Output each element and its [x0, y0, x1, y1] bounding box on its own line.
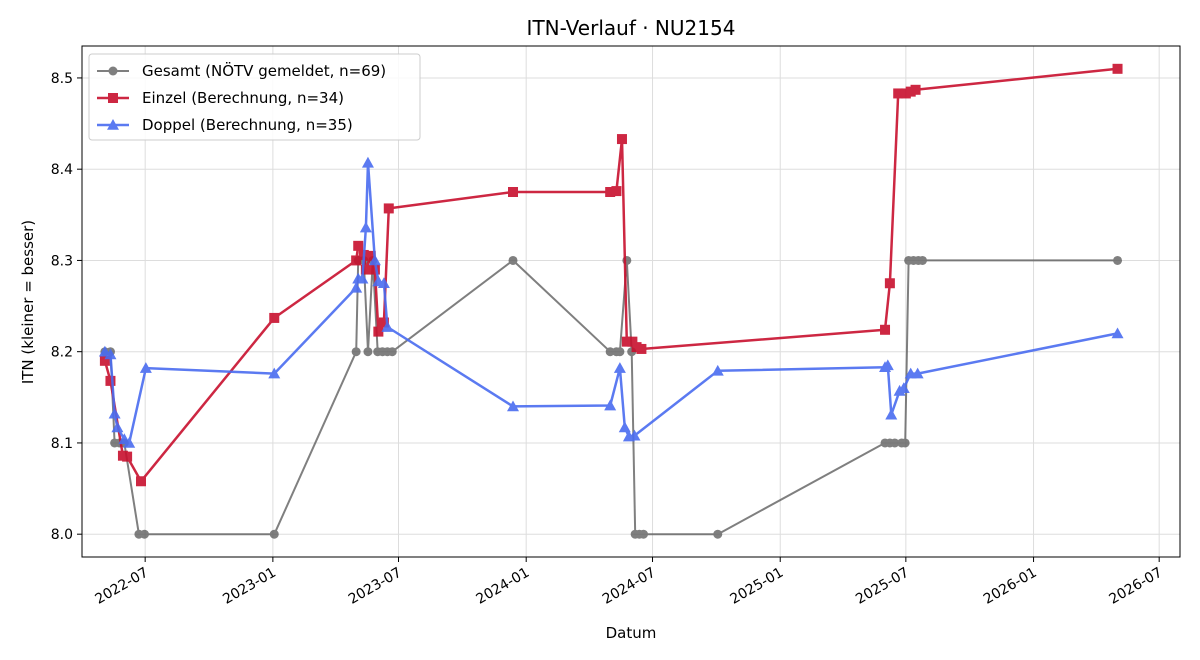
data-point-doppel [711, 364, 724, 376]
data-point-doppel [356, 272, 369, 284]
data-point-gesamt [900, 438, 910, 448]
data-point-einzel [269, 312, 280, 323]
data-point-doppel [368, 254, 381, 266]
series-line-einzel [103, 67, 1118, 483]
legend-swatch-marker [107, 119, 119, 130]
data-point-einzel [605, 187, 616, 197]
data-point-gesamt [605, 347, 615, 357]
series-line-doppel [104, 161, 1118, 445]
data-point-einzel [636, 343, 647, 354]
legend-swatch-marker [108, 93, 118, 103]
series-gesamt [100, 255, 1123, 539]
y-axis-ticks: 8.0 8.1 8.2 8.3 8.4 8.5 [51, 71, 82, 543]
data-point-doppel [381, 321, 394, 332]
x-axis-label: Datum [606, 624, 657, 642]
data-point-doppel [911, 367, 924, 379]
data-point-doppel [139, 362, 152, 373]
data-point-einzel [383, 203, 394, 214]
legend: Gesamt (NÖTV gemeldet, n=69) Einzel (Bere… [88, 53, 421, 141]
data-point-gesamt [387, 347, 397, 357]
data-point-einzel [893, 88, 904, 99]
y-tick-label: 8.5 [51, 71, 73, 87]
data-point-gesamt [713, 529, 723, 539]
data-point-einzel [621, 336, 632, 347]
data-point-einzel [611, 186, 622, 197]
y-tick-label: 8.2 [51, 345, 73, 361]
y-tick-label: 8.0 [51, 527, 73, 543]
series-layer [98, 63, 1124, 539]
y-axis-label: ITN (kleiner = besser) [19, 220, 37, 384]
data-point-doppel [111, 421, 124, 433]
data-point-doppel [377, 277, 390, 289]
legend-box [88, 53, 421, 141]
data-point-doppel [507, 400, 520, 412]
data-point-einzel [135, 476, 146, 487]
data-point-einzel [122, 451, 133, 462]
data-point-doppel [104, 348, 117, 360]
legend-entry-gesamt [97, 66, 129, 76]
data-point-einzel [910, 84, 921, 95]
data-point-doppel [604, 399, 617, 411]
data-point-einzel [627, 336, 638, 347]
series-einzel [99, 63, 1123, 487]
data-point-doppel [359, 221, 372, 233]
data-point-gesamt [139, 529, 149, 539]
legend-entry-einzel [97, 93, 129, 103]
data-point-gesamt [638, 529, 648, 539]
data-point-gesamt [508, 255, 518, 265]
data-point-einzel [353, 240, 364, 251]
data-point-gesamt [615, 347, 625, 357]
data-point-doppel [361, 156, 374, 168]
data-point-doppel [628, 429, 641, 441]
data-point-doppel [881, 359, 894, 371]
data-point-einzel [365, 250, 376, 261]
y-tick-label: 8.4 [51, 162, 73, 178]
legend-label-doppel: Doppel (Berechnung, n=35) [142, 116, 353, 134]
data-point-doppel [350, 281, 363, 293]
data-point-gesamt [918, 255, 928, 265]
series-doppel [98, 156, 1124, 448]
data-point-einzel [369, 264, 380, 275]
data-point-doppel [613, 362, 626, 373]
y-tick-label: 8.3 [51, 253, 73, 269]
data-point-gesamt [269, 529, 279, 539]
legend-label-gesamt: Gesamt (NÖTV gemeldet, n=69) [142, 61, 386, 80]
data-point-doppel [268, 367, 281, 379]
legend-swatch-marker [108, 66, 118, 76]
data-point-doppel [618, 421, 631, 433]
data-point-einzel [99, 355, 110, 366]
legend-entry-doppel [97, 119, 129, 130]
data-point-einzel [880, 324, 891, 335]
y-tick-label: 8.1 [51, 436, 73, 452]
plot-frame [81, 45, 1181, 558]
data-point-einzel [373, 326, 384, 337]
data-point-einzel [351, 255, 362, 266]
data-point-doppel [108, 407, 121, 419]
data-point-gesamt [890, 438, 900, 448]
data-point-doppel [897, 382, 910, 393]
data-point-einzel [1112, 63, 1123, 74]
legend-label-einzel: Einzel (Berechnung, n=34) [142, 89, 344, 107]
data-point-einzel [884, 278, 895, 289]
chart-title: ITN-Verlauf · NU2154 [527, 16, 736, 40]
data-point-einzel [378, 317, 389, 328]
data-point-gesamt [363, 347, 373, 357]
data-point-einzel [360, 264, 371, 275]
data-point-doppel [885, 408, 898, 420]
data-point-doppel [1111, 327, 1124, 339]
data-point-einzel [616, 134, 627, 145]
data-point-gesamt [351, 347, 361, 357]
data-point-gesamt [1113, 255, 1123, 265]
data-point-einzel [508, 187, 519, 197]
data-point-doppel [123, 436, 136, 448]
data-point-einzel [105, 375, 116, 386]
